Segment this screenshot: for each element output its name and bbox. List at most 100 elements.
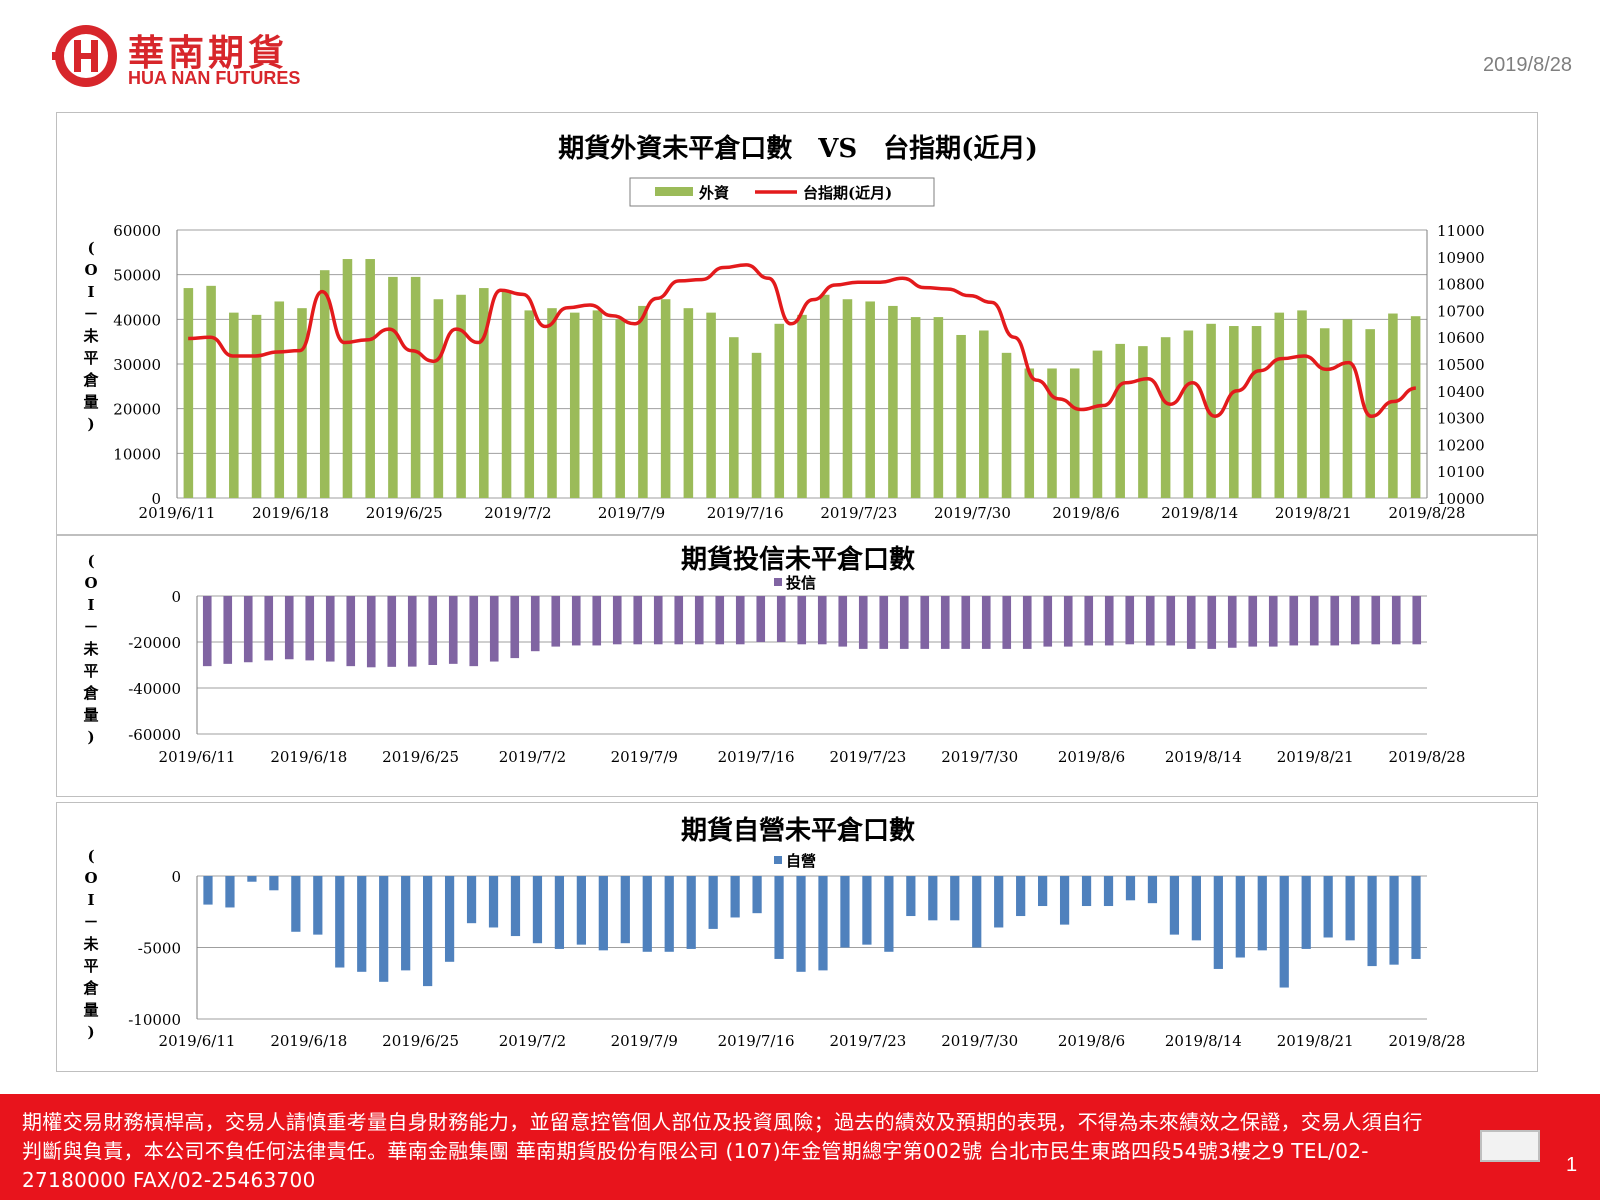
- chart-title: 期貨投信未平倉口數: [681, 544, 915, 575]
- y-axis-label-char: 倉: [82, 371, 99, 389]
- bar: [466, 876, 477, 924]
- bar: [1084, 596, 1094, 646]
- legend-label: 投信: [786, 574, 816, 592]
- bar: [933, 317, 944, 498]
- bar: [448, 596, 458, 664]
- bar: [592, 310, 603, 498]
- bar: [840, 876, 850, 948]
- bar: [1024, 368, 1035, 498]
- bar: [554, 876, 565, 949]
- bar: [569, 312, 580, 498]
- bar: [291, 876, 301, 932]
- y-axis-label-char: I: [87, 596, 94, 614]
- bar: [756, 596, 766, 642]
- bar: [862, 876, 872, 945]
- x-tick-label: 2019/8/28: [1389, 1032, 1466, 1050]
- bar: [1125, 596, 1135, 645]
- x-tick-label: 2019/7/16: [718, 1032, 795, 1050]
- bar: [325, 596, 335, 662]
- bar: [660, 299, 671, 498]
- y-tick-label: 10000: [113, 445, 161, 463]
- bar: [1207, 596, 1217, 649]
- bar: [752, 876, 762, 914]
- bar: [274, 301, 285, 498]
- bar: [664, 876, 674, 952]
- bar: [906, 876, 916, 917]
- legend-label: 自營: [786, 852, 816, 870]
- bar: [642, 876, 652, 952]
- index-line-series: [188, 263, 1417, 419]
- bar: [1092, 350, 1103, 498]
- bar: [1248, 596, 1258, 647]
- x-tick-label: 2019/6/11: [139, 504, 216, 522]
- bar: [884, 876, 894, 952]
- y-axis-label-char: (: [87, 239, 94, 257]
- bar: [910, 317, 921, 498]
- y-tick-label: 40000: [113, 311, 161, 329]
- y-tick-label: 30000: [113, 356, 161, 374]
- bar: [1365, 329, 1375, 498]
- x-tick-label: 2019/7/9: [611, 1032, 678, 1050]
- y-axis-label-char: ): [87, 415, 94, 433]
- bar: [342, 259, 353, 498]
- y-tick-label: 60000: [113, 222, 161, 240]
- bar: [818, 876, 828, 971]
- y-tick-label: 0: [171, 868, 181, 886]
- bar: [1367, 876, 1377, 967]
- bar: [319, 270, 330, 498]
- bar: [817, 596, 827, 645]
- bar: [979, 330, 989, 498]
- bar: [510, 876, 521, 937]
- x-tick-label: 2019/6/18: [270, 748, 347, 766]
- x-tick-label: 2019/8/28: [1389, 748, 1466, 766]
- bar: [1350, 596, 1360, 645]
- bar: [1206, 323, 1216, 498]
- y2-tick-label: 10100: [1437, 463, 1485, 481]
- x-tick-label: 2019/7/30: [941, 1032, 1018, 1050]
- bar: [674, 596, 684, 645]
- y2-tick-label: 10500: [1437, 356, 1485, 374]
- bar: [961, 596, 971, 649]
- bar: [888, 305, 898, 498]
- x-tick-label: 2019/7/2: [484, 504, 551, 522]
- y-axis-label-char: 倉: [82, 684, 99, 702]
- bar: [1301, 876, 1311, 949]
- x-tick-label: 2019/7/30: [941, 748, 1018, 766]
- bar: [247, 876, 257, 882]
- footer-button[interactable]: [1480, 1130, 1540, 1162]
- bar: [346, 596, 356, 667]
- bar: [819, 294, 830, 498]
- bar: [683, 308, 694, 498]
- y-axis-label-char: 量: [83, 1001, 98, 1019]
- bar: [269, 876, 279, 891]
- y2-tick-label: 10700: [1437, 302, 1485, 320]
- y-tick-label: 0: [171, 588, 181, 606]
- bar: [1047, 368, 1057, 498]
- x-tick-label: 2019/8/28: [1389, 504, 1466, 522]
- chart-title: 期貨外資未平倉口數 VS 台指期(近月): [558, 133, 1038, 164]
- bar: [469, 596, 479, 667]
- bar: [1279, 876, 1289, 988]
- x-tick-label: 2019/6/11: [159, 748, 236, 766]
- y-tick-label: 50000: [113, 267, 161, 285]
- bar: [530, 596, 540, 652]
- bar: [1213, 876, 1223, 969]
- bar: [686, 876, 696, 949]
- bar: [1411, 876, 1421, 959]
- footer-disclaimer: 期權交易財務槓桿高，交易人請慎重考量自身財務能力，並留意控管個人部位及投資風險；…: [22, 1110, 1423, 1192]
- bar: [620, 876, 630, 944]
- y-axis-label-char: (: [87, 552, 94, 570]
- y-axis-label-char: 平: [83, 957, 98, 975]
- y-axis-label-char: －: [83, 913, 98, 931]
- bar: [1115, 343, 1125, 498]
- bar: [524, 310, 535, 498]
- bar: [488, 876, 499, 928]
- bar: [1103, 876, 1114, 907]
- bar: [1081, 876, 1092, 907]
- bar: [1183, 330, 1194, 498]
- x-tick-label: 2019/8/14: [1165, 1032, 1242, 1050]
- logo-english-name: HUA NAN FUTURES: [128, 68, 301, 88]
- y-axis-label-char: 未: [82, 640, 99, 658]
- bar: [335, 876, 345, 968]
- bar: [950, 876, 960, 921]
